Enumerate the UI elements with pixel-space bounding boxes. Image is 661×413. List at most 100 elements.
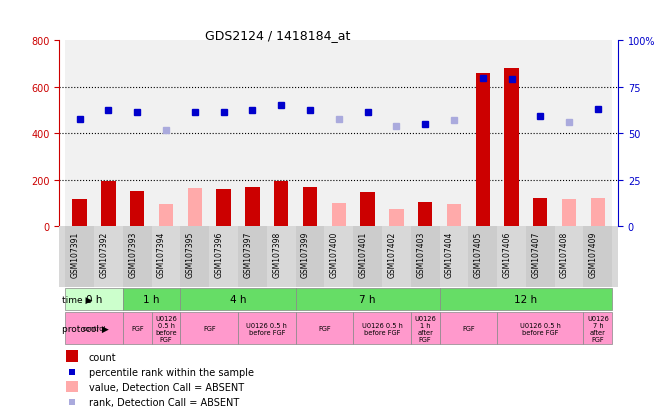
Text: U0126 0.5 h
before FGF: U0126 0.5 h before FGF: [520, 322, 561, 335]
Text: FGF: FGF: [131, 325, 143, 331]
Bar: [267, 41, 295, 227]
Text: GSM107402: GSM107402: [387, 231, 397, 278]
Text: U0126
7 h
after
FGF: U0126 7 h after FGF: [587, 315, 609, 342]
Text: GSM107409: GSM107409: [589, 231, 598, 278]
Text: GSM107399: GSM107399: [301, 231, 310, 278]
Bar: [274, 181, 288, 227]
Bar: [94, 227, 123, 287]
Bar: [440, 312, 497, 344]
Bar: [65, 41, 94, 227]
Text: GSM107393: GSM107393: [128, 231, 137, 278]
Text: GSM107408: GSM107408: [560, 231, 569, 278]
Text: GSM107391: GSM107391: [71, 231, 79, 278]
Bar: [440, 41, 469, 227]
Text: GSM107400: GSM107400: [330, 231, 339, 278]
Bar: [526, 227, 555, 287]
Bar: [526, 41, 555, 227]
Bar: [497, 227, 526, 287]
Bar: [584, 227, 612, 287]
Text: GDS2124 / 1418184_at: GDS2124 / 1418184_at: [205, 29, 350, 42]
Bar: [238, 312, 295, 344]
Bar: [353, 312, 410, 344]
Bar: [209, 41, 238, 227]
Bar: [447, 204, 461, 227]
Bar: [94, 41, 123, 227]
Text: GSM107406: GSM107406: [502, 231, 512, 278]
Text: time ▶: time ▶: [61, 295, 92, 304]
Bar: [332, 204, 346, 227]
Bar: [410, 227, 440, 287]
Bar: [188, 188, 202, 227]
Bar: [130, 192, 144, 227]
Text: protocol ▶: protocol ▶: [61, 324, 108, 333]
Text: GSM107404: GSM107404: [445, 231, 454, 278]
Text: GSM107403: GSM107403: [416, 231, 425, 278]
Bar: [295, 289, 440, 311]
Bar: [180, 312, 238, 344]
Bar: [295, 41, 325, 227]
Bar: [591, 199, 605, 227]
Text: 4 h: 4 h: [230, 294, 247, 304]
Bar: [562, 200, 576, 227]
Bar: [555, 227, 584, 287]
Bar: [66, 350, 79, 362]
Text: 0 h: 0 h: [86, 294, 102, 304]
Bar: [533, 199, 547, 227]
Text: GSM107398: GSM107398: [272, 231, 281, 278]
Bar: [469, 41, 497, 227]
Text: U0126
0.5 h
before
FGF: U0126 0.5 h before FGF: [155, 315, 177, 342]
Text: GSM107407: GSM107407: [531, 231, 540, 278]
Bar: [245, 187, 260, 227]
Text: GSM107392: GSM107392: [99, 231, 108, 278]
Bar: [151, 312, 180, 344]
Bar: [418, 202, 432, 227]
Bar: [382, 227, 410, 287]
Bar: [101, 181, 116, 227]
Bar: [65, 227, 94, 287]
Bar: [216, 190, 231, 227]
Bar: [440, 227, 469, 287]
Bar: [410, 312, 440, 344]
Bar: [65, 289, 123, 311]
Text: U0126
1 h
after
FGF: U0126 1 h after FGF: [414, 315, 436, 342]
Bar: [151, 227, 180, 287]
Bar: [440, 289, 612, 311]
Bar: [73, 200, 87, 227]
Text: GSM107401: GSM107401: [358, 231, 368, 278]
Bar: [469, 227, 497, 287]
Text: FGF: FGF: [462, 325, 475, 331]
Bar: [303, 187, 317, 227]
Bar: [504, 69, 519, 227]
Text: GSM107405: GSM107405: [474, 231, 483, 278]
Bar: [123, 41, 151, 227]
Text: GSM107397: GSM107397: [243, 231, 253, 278]
Text: FGF: FGF: [203, 325, 215, 331]
Bar: [584, 41, 612, 227]
Text: U0126 0.5 h
before FGF: U0126 0.5 h before FGF: [362, 322, 403, 335]
Text: GSM107396: GSM107396: [215, 231, 223, 278]
Text: rank, Detection Call = ABSENT: rank, Detection Call = ABSENT: [89, 398, 239, 408]
Text: count: count: [89, 352, 116, 362]
Bar: [360, 192, 375, 227]
Bar: [325, 41, 353, 227]
Bar: [151, 41, 180, 227]
Bar: [410, 41, 440, 227]
Bar: [295, 312, 353, 344]
Text: GSM107394: GSM107394: [157, 231, 166, 278]
Bar: [180, 41, 209, 227]
Text: 1 h: 1 h: [143, 294, 160, 304]
Bar: [497, 312, 584, 344]
Bar: [66, 381, 79, 392]
Bar: [238, 227, 267, 287]
Bar: [353, 41, 382, 227]
Bar: [475, 74, 490, 227]
Bar: [325, 227, 353, 287]
Bar: [584, 312, 612, 344]
Text: U0126 0.5 h
before FGF: U0126 0.5 h before FGF: [247, 322, 288, 335]
Bar: [180, 227, 209, 287]
Bar: [123, 312, 151, 344]
Bar: [267, 227, 295, 287]
Text: 7 h: 7 h: [360, 294, 376, 304]
Text: 12 h: 12 h: [514, 294, 537, 304]
Bar: [382, 41, 410, 227]
